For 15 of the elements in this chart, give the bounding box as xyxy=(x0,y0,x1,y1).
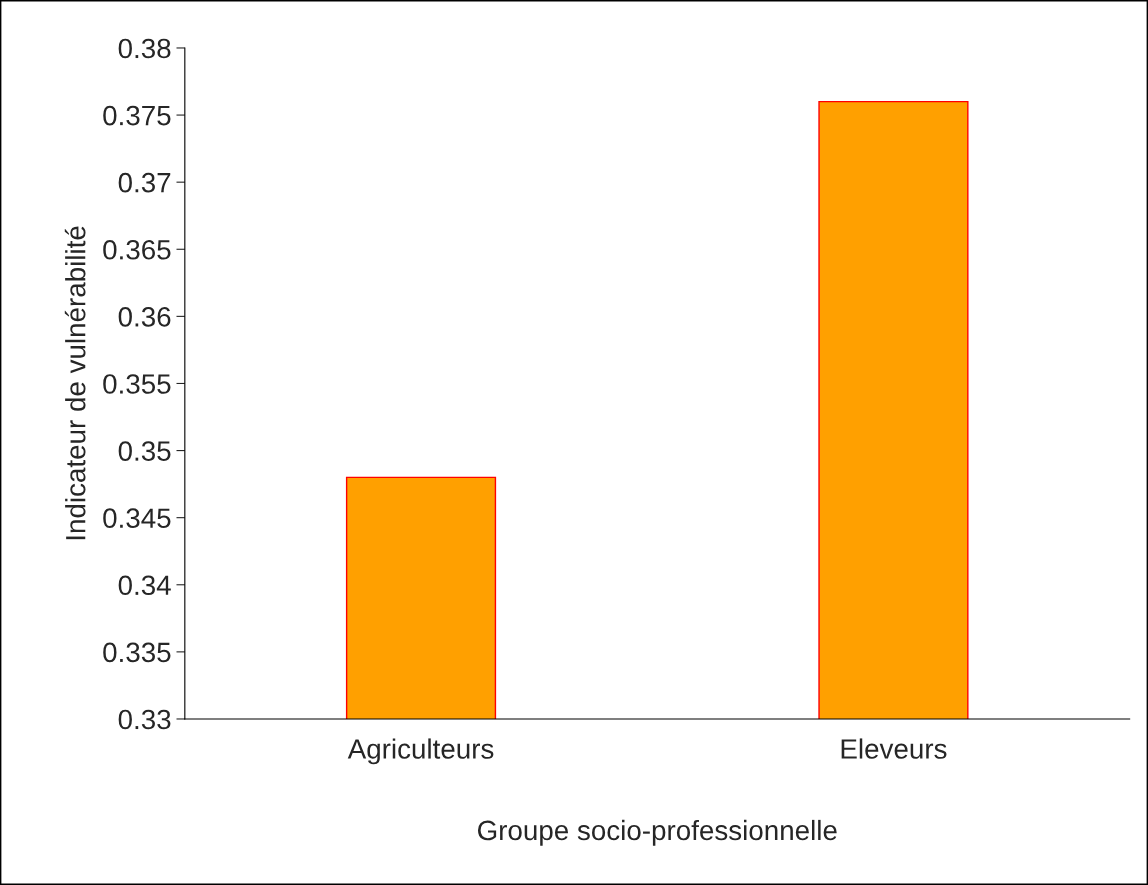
y-tick-label: 0.365 xyxy=(103,239,171,260)
y-tick-label: 0.33 xyxy=(118,709,171,730)
y-axis-title: Indicateur de vulnérabilité xyxy=(64,226,86,540)
y-tick-label: 0.36 xyxy=(118,307,171,327)
x-tick-label: Agriculteurs xyxy=(347,738,494,765)
x-tick-label: Eleveurs xyxy=(841,738,947,759)
y-tick-label: 0.38 xyxy=(118,38,171,59)
y-tick-label: 0.37 xyxy=(118,172,171,193)
y-tick-label: 0.34 xyxy=(118,575,171,596)
y-tick-label: 0.335 xyxy=(103,642,171,663)
x-axis-title: Groupe socio-professionnelle xyxy=(477,819,837,846)
y-tick-label: 0.35 xyxy=(118,441,171,461)
y-tick-label: 0.345 xyxy=(103,508,171,529)
y-tick-label: 0.375 xyxy=(103,105,171,126)
y-tick-label: 0.355 xyxy=(103,374,171,394)
